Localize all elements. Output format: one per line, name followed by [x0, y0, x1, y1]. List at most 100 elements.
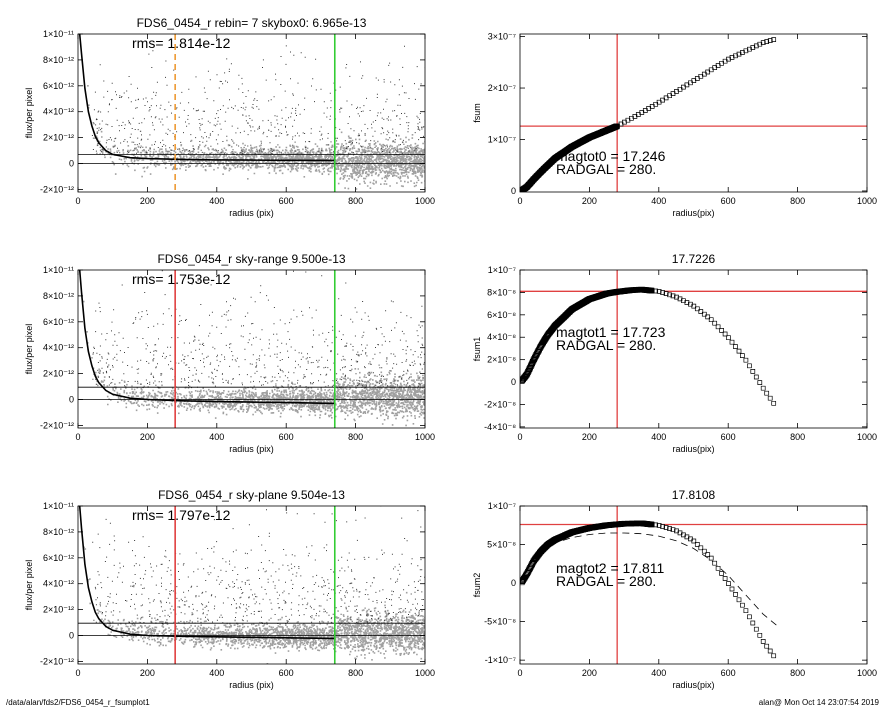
y-tick-label: 3×10⁻⁷ — [488, 32, 516, 42]
x-axis-label: radius (pix) — [229, 208, 274, 218]
x-tick-label: 200 — [582, 432, 597, 442]
plot-frame — [77, 269, 426, 429]
magtot-annotation: magtot1 = 17.723 — [556, 324, 666, 340]
plot-area — [78, 506, 425, 664]
y-tick-label: 2×10⁻⁷ — [488, 83, 516, 93]
x-tick-label: 400 — [651, 432, 666, 442]
y-tick-label: 0 — [69, 159, 74, 169]
x-axis-label: radius(pix) — [672, 680, 714, 690]
y-tick-label: 4×10⁻⁸ — [487, 332, 516, 342]
x-tick-label: 200 — [140, 668, 155, 678]
chart-title: FDS6_0454_r sky-range 9.500e-13 — [157, 252, 345, 266]
mean-profile-line — [78, 270, 335, 405]
y-tick-label: 5×10⁻⁸ — [487, 540, 516, 550]
x-axis-label: radius(pix) — [672, 208, 714, 218]
y-tick-label: 2×10⁻¹² — [43, 605, 74, 615]
y-tick-label: 2×10⁻¹² — [43, 133, 74, 143]
y-tick-label: 4×10⁻¹² — [43, 107, 74, 117]
plot-frame — [519, 505, 868, 665]
x-tick-label: 0 — [517, 196, 522, 206]
curve-of-growth-markers — [520, 37, 777, 192]
plot-area — [78, 270, 425, 428]
rms-annotation: rms= 1.753e-12 — [132, 271, 231, 287]
x-tick-label: 800 — [790, 668, 805, 678]
x-tick-label: 800 — [790, 196, 805, 206]
y-axis-label: flux/per pixel — [24, 560, 34, 611]
mean-profile-line — [78, 34, 335, 162]
y-tick-label: -4×10⁻⁸ — [484, 422, 516, 432]
y-tick-label: 1×10⁻⁷ — [488, 265, 516, 275]
y-tick-label: 6×10⁻¹² — [43, 317, 74, 327]
y-tick-label: 1×10⁻¹¹ — [43, 501, 74, 511]
plot-frame — [77, 33, 426, 193]
x-tick-label: 400 — [651, 196, 666, 206]
y-axis-label: fsum2 — [472, 573, 482, 598]
y-axis-label: fsum — [472, 103, 482, 123]
y-tick-label: 8×10⁻¹² — [43, 527, 74, 537]
x-tick-label: 1000 — [415, 196, 435, 206]
y-tick-label: 1×10⁻¹¹ — [43, 29, 74, 39]
y-tick-label: 0 — [511, 578, 516, 588]
y-axis-label: fsum1 — [472, 337, 482, 362]
x-axis-label: radius (pix) — [229, 680, 274, 690]
y-axis-label: flux/per pixel — [24, 324, 34, 375]
y-tick-label: 6×10⁻¹² — [43, 81, 74, 91]
gray-point-cloud — [83, 546, 425, 664]
x-tick-label: 800 — [790, 432, 805, 442]
plot-area — [520, 506, 867, 664]
chart-title: 17.7226 — [672, 252, 716, 266]
x-tick-label: 1000 — [857, 432, 877, 442]
y-tick-label: 4×10⁻¹² — [43, 579, 74, 589]
rms-annotation: rms= 1.814e-12 — [132, 35, 231, 51]
x-tick-label: 1000 — [415, 668, 435, 678]
gray-point-cloud — [87, 85, 425, 192]
y-tick-label: 2×10⁻¹² — [43, 369, 74, 379]
footer-stamp: alan@ Mon Oct 14 23:07:54 2019 — [759, 698, 880, 707]
y-tick-label: 0 — [69, 631, 74, 641]
y-tick-label: 2×10⁻⁸ — [487, 355, 516, 365]
model-dashed-curve — [540, 532, 778, 626]
y-tick-label: -1×10⁻⁷ — [485, 655, 516, 665]
y-tick-label: -5×10⁻⁸ — [484, 617, 516, 627]
y-tick-label: -2×10⁻¹² — [40, 184, 74, 194]
x-tick-label: 800 — [348, 432, 363, 442]
y-tick-label: 8×10⁻¹² — [43, 55, 74, 65]
x-tick-label: 600 — [279, 196, 294, 206]
gray-point-cloud — [82, 300, 425, 427]
mean-profile-line — [78, 506, 335, 640]
radgal-annotation: RADGAL = 280. — [556, 573, 656, 589]
x-tick-label: 200 — [140, 432, 155, 442]
x-axis-label: radius(pix) — [672, 444, 714, 454]
x-tick-label: 400 — [209, 668, 224, 678]
chart-title: FDS6_0454_r sky-plane 9.504e-13 — [158, 488, 345, 502]
plot-area — [78, 34, 425, 192]
y-tick-label: 1×10⁻⁷ — [488, 135, 516, 145]
x-tick-label: 0 — [517, 668, 522, 678]
x-tick-label: 0 — [75, 432, 80, 442]
radgal-annotation: RADGAL = 280. — [556, 161, 656, 177]
x-tick-label: 600 — [279, 668, 294, 678]
chart-panel-5: rms= 1.797e-120 200 400 600 800 1000-2×10⁻¹²0… — [24, 488, 435, 690]
plot-area — [520, 34, 867, 192]
y-tick-label: 1×10⁻¹¹ — [43, 265, 74, 275]
y-tick-label: 8×10⁻¹² — [43, 291, 74, 301]
x-tick-label: 600 — [279, 432, 294, 442]
y-tick-label: 0 — [511, 186, 516, 196]
y-tick-label: 1×10⁻⁷ — [488, 501, 516, 511]
x-tick-label: 600 — [721, 668, 736, 678]
x-tick-label: 800 — [348, 196, 363, 206]
x-tick-label: 600 — [721, 432, 736, 442]
radgal-annotation: RADGAL = 280. — [556, 337, 656, 353]
y-tick-label: 0 — [511, 377, 516, 387]
x-tick-label: 1000 — [857, 668, 877, 678]
x-tick-label: 200 — [582, 668, 597, 678]
x-tick-label: 800 — [348, 668, 363, 678]
curve-of-growth-markers — [520, 286, 777, 406]
x-tick-label: 0 — [75, 196, 80, 206]
rms-annotation: rms= 1.797e-12 — [132, 507, 231, 523]
x-tick-label: 400 — [209, 196, 224, 206]
y-tick-label: -2×10⁻⁸ — [484, 399, 516, 409]
